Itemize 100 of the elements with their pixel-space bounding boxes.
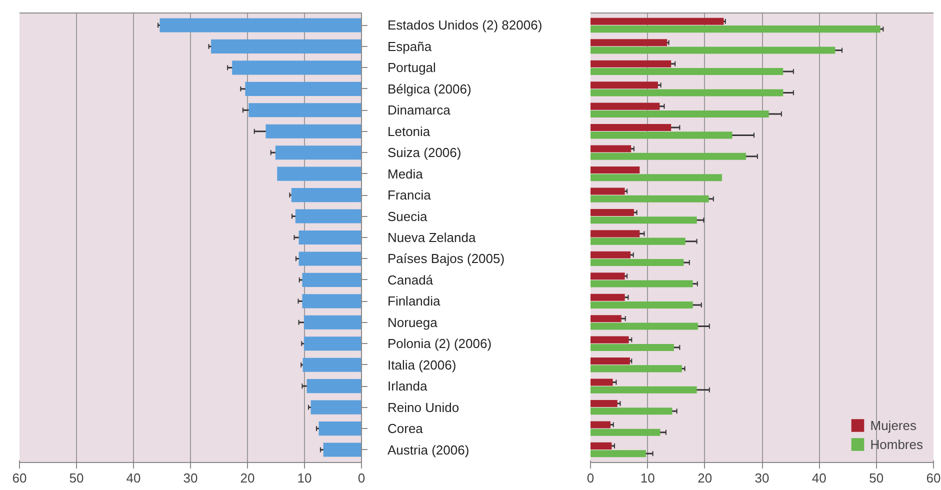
bar <box>590 166 640 174</box>
y-tick-label: Irlanda <box>388 378 428 394</box>
y-tick-label: Finlandia <box>388 294 442 309</box>
bar <box>590 336 629 344</box>
bar <box>590 315 622 322</box>
x-tick-label: 20 <box>698 470 712 486</box>
y-tick-label: Noruega <box>388 314 438 330</box>
bar <box>245 82 362 96</box>
bar <box>590 174 722 182</box>
bar <box>304 336 362 351</box>
x-tick-label: 0 <box>358 470 366 486</box>
bar <box>590 68 784 76</box>
y-tick-label: Reino Unido <box>388 400 460 415</box>
bar <box>590 145 632 152</box>
bar <box>590 344 674 351</box>
bar <box>211 39 362 54</box>
bar <box>590 60 672 68</box>
bar <box>590 124 672 132</box>
bar <box>306 379 362 394</box>
y-tick-label: Canadá <box>388 272 434 288</box>
bar <box>291 188 362 202</box>
bar <box>590 82 658 89</box>
y-tick-label: Francia <box>388 188 432 203</box>
x-tick-label: 0 <box>586 470 594 486</box>
bar <box>232 60 362 75</box>
legend-label: Hombres <box>870 436 923 452</box>
y-tick-label: España <box>388 38 432 54</box>
bar <box>590 259 684 266</box>
bar <box>590 322 698 330</box>
x-tick-label: 40 <box>126 470 141 486</box>
legend-label: Mujeres <box>870 418 916 432</box>
y-tick-label: Nueva Zelanda <box>388 230 476 245</box>
bar <box>590 272 625 280</box>
y-tick-label: Estados Unidos (2) 82006) <box>388 18 542 33</box>
bar <box>590 238 686 245</box>
bar <box>590 152 746 160</box>
bar <box>590 39 668 46</box>
bar <box>304 315 362 330</box>
bar <box>323 442 362 457</box>
bar <box>275 146 362 160</box>
y-tick-label: Suiza (2006) <box>388 145 462 160</box>
bar <box>266 124 362 138</box>
y-tick-label: Austria (2006) <box>388 442 470 458</box>
bar <box>302 358 362 372</box>
y-tick-label: Portugal <box>388 60 436 76</box>
bar <box>318 422 362 436</box>
y-tick-label: Letonia <box>388 124 431 139</box>
bar <box>590 132 732 139</box>
bar <box>590 358 630 365</box>
bar <box>590 110 769 118</box>
x-tick-label: 40 <box>812 470 826 486</box>
bar <box>590 195 709 202</box>
bar <box>590 46 836 54</box>
x-tick-label: 30 <box>754 470 770 486</box>
x-tick-label: 50 <box>69 470 84 486</box>
x-tick-label: 10 <box>297 470 312 486</box>
bar <box>590 280 693 288</box>
bar <box>298 230 362 245</box>
bar <box>590 301 693 309</box>
bar <box>302 294 362 308</box>
y-tick-label: Suecia <box>388 208 428 224</box>
y-tick-label: Media <box>388 166 424 182</box>
bar <box>302 272 362 287</box>
bar <box>295 209 362 224</box>
bar <box>590 408 672 415</box>
bar <box>590 102 660 110</box>
bar <box>590 386 697 394</box>
bar <box>590 421 611 428</box>
x-tick-label: 60 <box>926 470 941 486</box>
bar <box>590 18 724 25</box>
bar <box>590 378 613 386</box>
bar <box>590 400 618 408</box>
bar <box>248 103 362 118</box>
x-tick-label: 30 <box>183 470 198 486</box>
x-tick-label: 50 <box>869 470 884 486</box>
bar <box>590 251 631 258</box>
y-tick-label: Italia (2006) <box>388 357 456 372</box>
bar <box>298 252 362 266</box>
bar <box>590 208 634 216</box>
bar <box>310 400 362 414</box>
bar <box>590 89 784 96</box>
bar <box>590 442 612 450</box>
x-tick-label: 60 <box>12 470 27 486</box>
bar <box>590 216 697 224</box>
bar <box>590 26 880 33</box>
y-tick-label: Corea <box>388 421 424 436</box>
bar <box>590 450 646 458</box>
x-tick-label: 20 <box>240 470 255 486</box>
y-tick-label: Dinamarca <box>388 102 452 118</box>
bar <box>160 18 362 32</box>
bar <box>277 166 362 181</box>
bar <box>590 294 625 301</box>
bar <box>590 188 625 195</box>
bar <box>590 230 640 238</box>
y-tick-label: Polonia (2) (2006) <box>388 336 492 352</box>
y-tick-label: Países Bajos (2005) <box>388 251 505 266</box>
x-tick-label: 10 <box>640 470 655 486</box>
y-tick-label: Bélgica (2006) <box>388 81 472 96</box>
bar <box>590 365 682 372</box>
bar <box>590 428 660 436</box>
